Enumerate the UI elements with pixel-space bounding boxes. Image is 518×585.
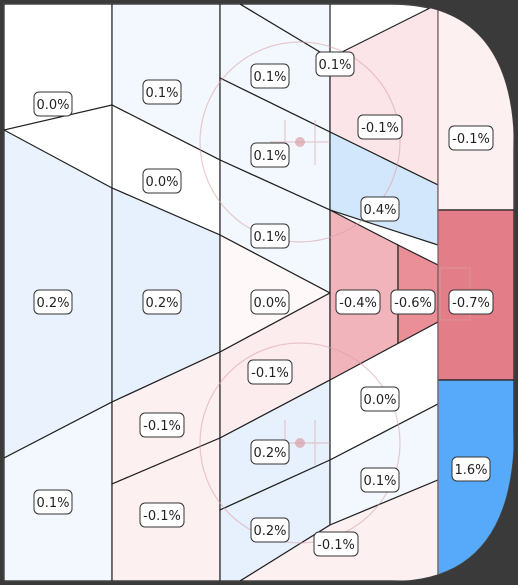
- zone-value-label: 0.1%: [318, 58, 351, 73]
- label-box: [142, 289, 182, 315]
- label-box: [142, 79, 182, 105]
- zone-value-label: -0.1%: [452, 132, 490, 147]
- faceoff-dot-bottom: [295, 438, 305, 448]
- zone-label-z6: 0.2%: [142, 289, 182, 315]
- zone-value-label: -0.1%: [143, 509, 181, 524]
- zone-label-z20: -0.6%: [390, 289, 436, 315]
- label-box: [360, 386, 400, 412]
- zone-value-label: -0.7%: [452, 296, 490, 311]
- zone-value-label: 0.2%: [253, 446, 286, 461]
- zone-label-z5: 0.0%: [142, 168, 182, 194]
- zone-value-label: 0.1%: [145, 86, 178, 101]
- label-box: [313, 531, 359, 557]
- zone-value-label: 0.0%: [363, 393, 396, 408]
- zone-value-label: 0.2%: [253, 524, 286, 539]
- label-box: [448, 289, 494, 315]
- label-box: [390, 289, 436, 315]
- label-box: [33, 489, 73, 515]
- zone-value-label: 1.6%: [454, 463, 487, 478]
- zone-label-z12: 0.0%: [250, 289, 290, 315]
- zone-label-z21: 0.0%: [360, 386, 400, 412]
- zone-label-z7: -0.1%: [139, 412, 185, 438]
- label-box: [335, 289, 381, 315]
- label-box: [448, 125, 494, 151]
- label-box: [250, 63, 290, 89]
- zone-label-z1: 0.0%: [33, 91, 73, 117]
- zone-label-z15: 0.2%: [250, 517, 290, 543]
- zone-label-z2: 0.2%: [33, 289, 73, 315]
- zone-label-z22: 0.1%: [360, 467, 400, 493]
- zone-label-z8: -0.1%: [139, 502, 185, 528]
- zone-label-z9: 0.1%: [250, 63, 290, 89]
- faceoff-dot-top: [295, 137, 305, 147]
- label-box: [250, 289, 290, 315]
- zone-value-label: 0.1%: [36, 496, 69, 511]
- zone-label-z26: 1.6%: [451, 456, 491, 482]
- label-box: [247, 359, 293, 385]
- label-box: [250, 223, 290, 249]
- zone-z24: [437, 4, 514, 211]
- zone-label-z14: 0.2%: [250, 439, 290, 465]
- zone-label-z10: 0.1%: [250, 142, 290, 168]
- zone-value-label: 0.2%: [36, 296, 69, 311]
- zone-label-z24: -0.1%: [448, 125, 494, 151]
- zone-label-z17: -0.1%: [357, 114, 403, 140]
- label-box: [139, 502, 185, 528]
- zone-value-label: -0.1%: [143, 419, 181, 434]
- zone-z16: [237, 4, 331, 60]
- label-box: [360, 196, 400, 222]
- zone-label-z16: 0.1%: [315, 51, 355, 77]
- zone-value-label: -0.1%: [251, 366, 289, 381]
- zone-value-label: 0.1%: [253, 70, 286, 85]
- label-box: [360, 467, 400, 493]
- zone-value-label: 0.0%: [145, 175, 178, 190]
- label-box: [33, 91, 73, 117]
- zone-value-label: 0.4%: [363, 203, 396, 218]
- zone-label-z19: -0.4%: [335, 289, 381, 315]
- label-box: [250, 517, 290, 543]
- zone-label-z4: 0.1%: [142, 79, 182, 105]
- zone-value-label: -0.1%: [361, 121, 399, 136]
- zone-label-z11: 0.1%: [250, 223, 290, 249]
- label-box: [250, 142, 290, 168]
- zone-label-z18: 0.4%: [360, 196, 400, 222]
- zone-value-label: 0.0%: [253, 296, 286, 311]
- label-box: [250, 439, 290, 465]
- zone-value-label: 0.1%: [253, 230, 286, 245]
- zone-value-label: 0.2%: [145, 296, 178, 311]
- label-box: [139, 412, 185, 438]
- zone-value-label: 0.1%: [363, 474, 396, 489]
- zone-value-label: -0.1%: [317, 538, 355, 553]
- zone-label-z25: -0.7%: [448, 289, 494, 315]
- label-box: [142, 168, 182, 194]
- zone-label-z23: -0.1%: [313, 531, 359, 557]
- label-box: [451, 456, 491, 482]
- label-box: [357, 114, 403, 140]
- zone-label-z13: -0.1%: [247, 359, 293, 385]
- zone-label-z3: 0.1%: [33, 489, 73, 515]
- zone-value-label: 0.1%: [253, 149, 286, 164]
- zone-value-label: 0.0%: [36, 98, 69, 113]
- zone-z23: [237, 479, 439, 581]
- label-box: [33, 289, 73, 315]
- zone-value-label: -0.6%: [394, 296, 432, 311]
- zone-value-label: -0.4%: [339, 296, 377, 311]
- label-box: [315, 51, 355, 77]
- rink-markings: [199, 4, 471, 581]
